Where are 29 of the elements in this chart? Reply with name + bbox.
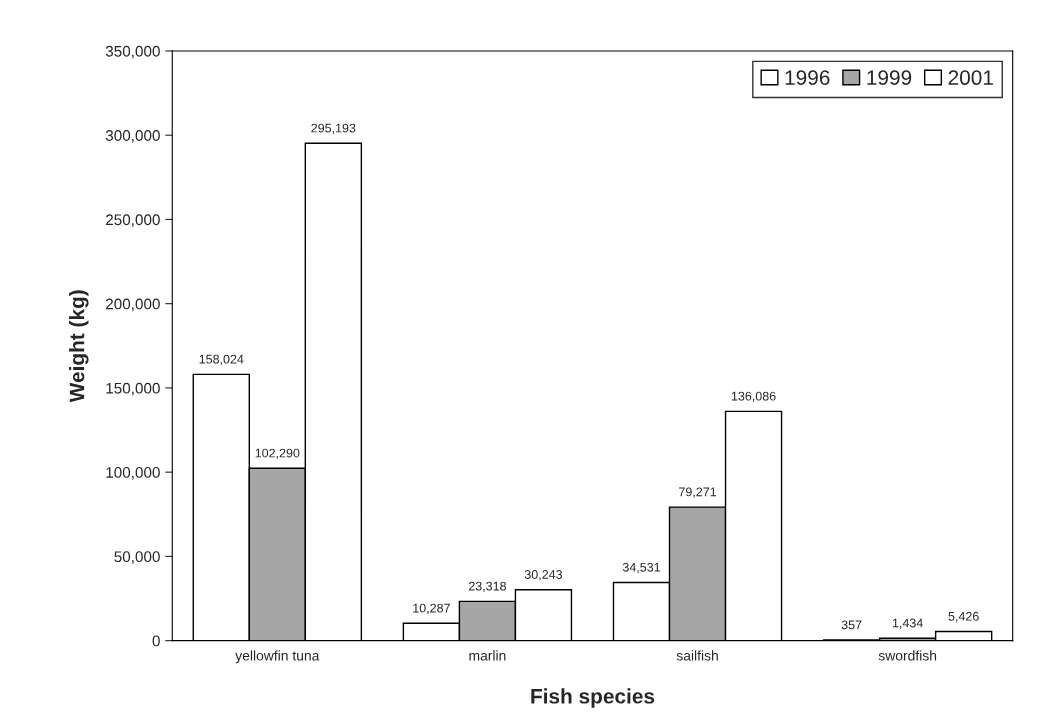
y-tick-label: 250,000: [106, 214, 160, 227]
data-label: 1,434: [892, 618, 923, 629]
y-tick-label: 0: [152, 635, 160, 647]
data-label: 30,243: [524, 570, 563, 581]
data-label: 79,271: [679, 487, 717, 498]
x-tick-label: swordfish: [878, 650, 937, 661]
y-tick-label: 150,000: [106, 382, 160, 396]
y-tick-label: 100,000: [106, 467, 160, 480]
y-axis-title: Weight (kg): [69, 290, 89, 403]
data-label: 23,318: [468, 581, 506, 593]
y-tick-label: 50,000: [114, 551, 160, 564]
y-tick-label: 300,000: [105, 130, 160, 143]
y-tick-label: 200,000: [106, 298, 160, 312]
data-label: 357: [841, 620, 862, 630]
x-axis-title: Fish species: [531, 688, 655, 708]
data-label: 102,290: [255, 448, 300, 459]
data-label: 5,426: [948, 611, 979, 623]
x-tick-label: yellowfin tuna: [235, 650, 320, 664]
legend-label: 1999: [867, 70, 912, 86]
x-tick-label: sailfish: [676, 650, 718, 661]
data-label: 136,086: [731, 391, 776, 403]
data-label: 295,193: [311, 123, 356, 134]
data-label: 10,287: [413, 603, 450, 614]
y-tick-label: 350,000: [105, 45, 160, 59]
data-label: 158,024: [199, 354, 244, 366]
legend-label: 1996: [785, 70, 830, 86]
x-tick-label: marlin: [469, 650, 506, 661]
data-label: 34,531: [622, 562, 660, 574]
legend-label: 2001: [948, 70, 993, 86]
